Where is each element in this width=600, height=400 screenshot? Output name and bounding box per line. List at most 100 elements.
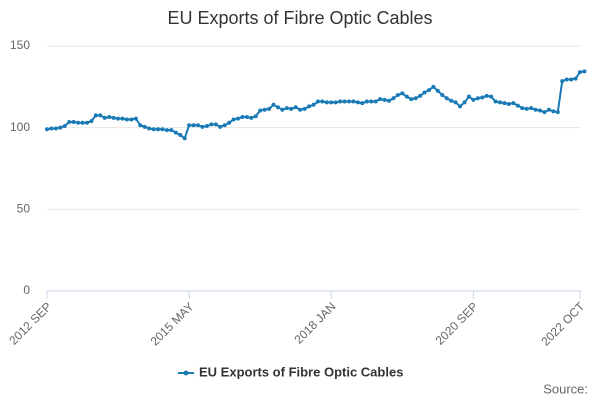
point: [200, 124, 205, 129]
point: [231, 117, 236, 122]
point: [409, 97, 414, 102]
point: [102, 115, 107, 120]
y-tick-label: 0: [23, 283, 30, 297]
point: [444, 96, 449, 101]
point: [93, 113, 98, 118]
point: [62, 124, 67, 129]
point: [538, 108, 543, 113]
point: [71, 119, 76, 124]
point: [493, 99, 498, 104]
point: [404, 94, 409, 99]
point: [364, 99, 369, 104]
point: [462, 100, 467, 105]
point: [173, 130, 178, 135]
point: [355, 100, 360, 105]
point: [49, 126, 54, 131]
point: [267, 106, 272, 111]
point: [506, 101, 511, 106]
point: [76, 120, 81, 125]
point: [160, 127, 165, 132]
point: [227, 120, 232, 125]
point: [151, 127, 156, 132]
point: [524, 106, 529, 111]
point: [164, 128, 169, 133]
point: [320, 99, 325, 104]
x-tick-label: 2022 OCT: [538, 299, 588, 349]
point: [258, 108, 263, 113]
point: [471, 97, 476, 102]
point: [187, 123, 192, 128]
x-tick-label: 2018 JAN: [291, 299, 338, 346]
point: [569, 77, 574, 82]
point: [555, 110, 560, 115]
point: [498, 100, 503, 105]
point: [120, 116, 125, 121]
point: [311, 102, 316, 107]
point: [213, 122, 218, 127]
point: [338, 99, 343, 104]
point: [307, 104, 312, 109]
point: [84, 120, 89, 125]
point: [373, 99, 378, 104]
point: [520, 106, 525, 111]
point: [204, 124, 209, 129]
point: [124, 117, 129, 122]
point: [418, 93, 423, 98]
point: [529, 106, 534, 111]
point: [515, 103, 520, 108]
point: [240, 115, 245, 120]
y-tick-label: 50: [17, 202, 31, 216]
point: [293, 105, 298, 110]
point: [440, 93, 445, 97]
point: [360, 101, 365, 106]
point: [551, 109, 556, 114]
point: [244, 115, 249, 120]
point: [351, 99, 356, 104]
point: [178, 133, 183, 138]
point: [249, 115, 254, 120]
point: [422, 90, 427, 95]
point: [147, 126, 152, 131]
point: [489, 94, 494, 99]
point: [111, 115, 116, 120]
point: [426, 88, 431, 93]
point: [533, 107, 538, 112]
point: [169, 128, 174, 133]
point: [582, 69, 587, 74]
point: [466, 94, 471, 99]
point: [116, 116, 121, 121]
point: [578, 70, 582, 75]
point: [564, 77, 569, 82]
point: [342, 99, 347, 104]
point: [387, 98, 392, 103]
point: [484, 93, 489, 98]
point: [298, 107, 303, 112]
point: [382, 97, 387, 102]
point: [262, 107, 267, 112]
point: [209, 122, 214, 127]
point: [182, 136, 187, 141]
point: [413, 96, 418, 101]
point: [156, 127, 161, 132]
point: [560, 79, 565, 84]
point: [289, 106, 294, 111]
point: [542, 110, 547, 115]
point: [449, 98, 454, 103]
point: [395, 93, 400, 97]
point: [280, 107, 285, 112]
source: Source:: [543, 381, 588, 396]
point: [271, 102, 276, 107]
point: [475, 96, 480, 101]
point: [107, 115, 112, 120]
point: [129, 117, 134, 122]
point: [53, 126, 58, 131]
point: [573, 76, 578, 81]
point: [218, 124, 223, 129]
point: [435, 88, 440, 93]
point: [315, 99, 320, 104]
chart-title: EU Exports of Fibre Optic Cables: [167, 8, 432, 28]
point: [275, 105, 280, 110]
point: [58, 125, 63, 130]
point: [67, 119, 72, 124]
